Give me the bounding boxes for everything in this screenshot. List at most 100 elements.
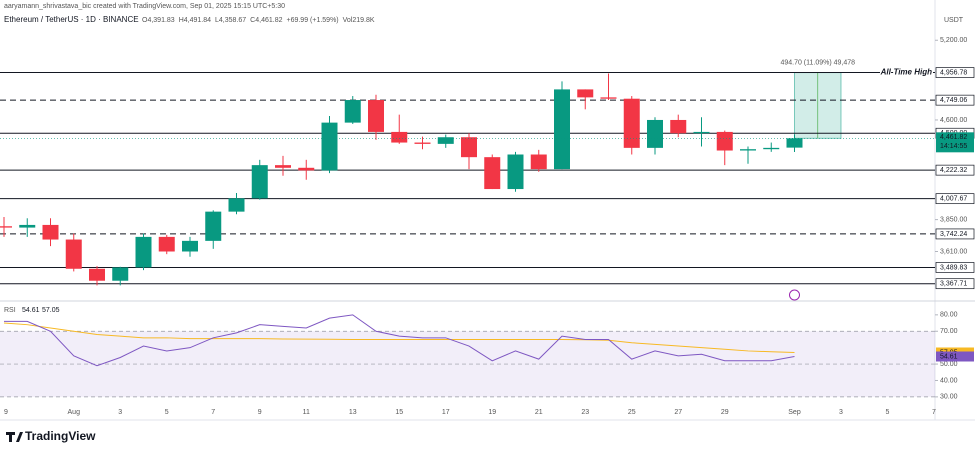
brand-name: TradingView	[25, 429, 96, 443]
measure-label: 494.70 (11.09%) 49,478	[780, 59, 855, 66]
x-tick-label: 17	[442, 409, 450, 416]
candle-body	[484, 157, 501, 190]
y-tick-label: 80.00	[940, 312, 958, 319]
ohlc-value: C4,461.82	[250, 17, 282, 24]
y-tick-label: 30.00	[940, 394, 958, 401]
level-label-box	[935, 262, 975, 273]
candle-body	[414, 142, 431, 144]
candle-body	[763, 147, 780, 150]
level-label-box	[935, 278, 975, 290]
ohlc-value: +69.99 (+1.59%)	[286, 17, 338, 24]
y-tick-label: 40.00	[940, 377, 958, 384]
x-tick-label: 7	[211, 409, 215, 416]
x-tick-label: 11	[303, 409, 310, 416]
y-tick-label: 3,850.00	[940, 216, 967, 223]
x-tick-label: 19	[488, 409, 496, 416]
level-label-box	[935, 67, 975, 78]
candle-body	[786, 138, 803, 148]
brand-logo: TradingView	[6, 429, 96, 443]
x-tick-label: 13	[349, 409, 357, 416]
candle-body	[158, 236, 175, 252]
candle-body	[182, 240, 198, 252]
candle-body	[19, 224, 36, 228]
currency: USDT	[944, 17, 964, 24]
x-tick-label: 25	[628, 409, 636, 416]
x-tick-label: 9	[4, 409, 8, 416]
candle-body	[530, 154, 547, 170]
candle-body	[647, 119, 663, 148]
annotation: All-Time High	[880, 68, 933, 77]
ohlc-value: L4,358.67	[215, 17, 246, 24]
y-tick-label: 70.00	[940, 328, 958, 335]
level-label: 4,956.78	[940, 69, 967, 76]
candle-body	[135, 236, 152, 268]
logo-mark	[6, 432, 23, 442]
candle-body	[251, 165, 268, 199]
y-tick-label: 5,200.00	[940, 37, 967, 44]
candle-body	[368, 100, 384, 132]
candle-body	[275, 165, 291, 168]
annotation-bg	[880, 67, 933, 78]
level-label: 4,007.67	[940, 196, 967, 203]
x-tick-label: 23	[581, 409, 589, 416]
candle-body	[437, 137, 454, 144]
candle-body	[507, 154, 524, 190]
level-label-box	[935, 193, 975, 205]
candle-body	[461, 137, 477, 158]
rsi-legend-value: 54.61	[22, 307, 40, 314]
candle-body	[693, 131, 710, 134]
y-tick-label: 3,610.00	[940, 248, 967, 255]
candle-body	[205, 211, 222, 241]
x-tick-label: 9	[258, 409, 262, 416]
candle-body	[577, 89, 594, 98]
x-tick-label: 5	[165, 409, 169, 416]
candle-body	[228, 198, 245, 212]
x-tick-label: 15	[395, 409, 403, 416]
x-tick-label: 27	[674, 409, 682, 416]
last-price-label: 4,461.82	[940, 134, 967, 141]
level-label: 3,489.83	[940, 264, 967, 271]
candle-body	[344, 100, 361, 123]
candle-body	[623, 98, 640, 148]
candle-body	[298, 167, 315, 171]
level-label: 3,742.24	[940, 231, 967, 238]
level-label: 4,222.32	[940, 167, 967, 174]
x-tick-label: 5	[886, 409, 890, 416]
subtitle: aaryamann_shrivastava_bic created with T…	[4, 3, 285, 10]
x-tick-label: 3	[118, 409, 122, 416]
ohlc-value: H4,491.84	[179, 17, 211, 24]
level-label-box	[935, 94, 975, 106]
alert-icon	[789, 289, 800, 301]
x-tick-label: Sep	[788, 409, 801, 416]
candle-body	[554, 89, 570, 170]
chart-title: Ethereum / TetherUS · 1D · BINANCE	[4, 15, 139, 24]
rsi-line	[4, 314, 795, 367]
candle-body	[740, 149, 756, 151]
rsi-value-box	[936, 351, 974, 362]
rsi-legend-value: 57.05	[42, 307, 60, 314]
x-tick-label: 3	[839, 409, 843, 416]
candle-body	[112, 267, 129, 281]
rsi-value-label: 54.61	[940, 353, 958, 360]
level-label-box	[935, 228, 975, 240]
candle-body	[42, 224, 59, 240]
x-tick-label: Aug	[68, 409, 81, 416]
level-label: 4,749.06	[940, 97, 967, 104]
y-tick-label: 50.00	[940, 361, 958, 368]
rsi-title: RSI	[4, 307, 16, 314]
rsi-line	[3, 322, 795, 353]
candle-body	[600, 97, 617, 99]
level-label-box	[935, 164, 975, 176]
countdown: 14:14:55	[940, 143, 967, 150]
candle-body	[0, 226, 12, 228]
y-tick-label: 4,600.00	[940, 117, 967, 124]
x-tick-label: 29	[721, 409, 729, 416]
ohlc-value: O4,391.83	[142, 17, 175, 24]
x-tick-label: 7	[932, 409, 936, 416]
candle-body	[321, 122, 338, 171]
candle-body	[65, 239, 82, 269]
x-tick-label: 21	[535, 409, 543, 416]
candle-body	[391, 131, 408, 143]
